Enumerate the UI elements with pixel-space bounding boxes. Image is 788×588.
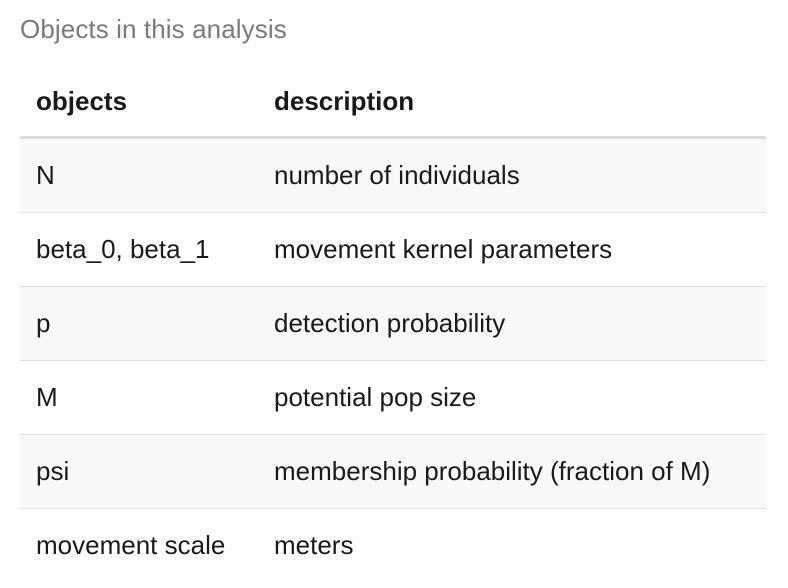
table-header: objects description <box>20 66 766 139</box>
table-row: p detection probability <box>20 286 766 361</box>
table-body: N number of individuals beta_0, beta_1 m… <box>20 137 766 583</box>
table-row: N number of individuals <box>20 137 766 213</box>
description-cell: detection probability <box>258 286 766 361</box>
table-row: psi membership probability (fraction of … <box>20 434 766 509</box>
table-row: beta_0, beta_1 movement kernel parameter… <box>20 212 766 287</box>
object-cell: M <box>20 360 258 435</box>
description-cell: meters <box>274 530 354 560</box>
table-caption: Objects in this analysis <box>20 14 287 44</box>
description-cell: potential pop size <box>258 360 766 435</box>
header-row: objects description <box>20 66 766 139</box>
object-cell: p <box>20 286 258 361</box>
table-row: M potential pop size <box>20 360 766 435</box>
object-cell: N <box>20 137 258 213</box>
column-header-description: description <box>258 66 766 139</box>
column-header-objects: objects <box>20 66 258 139</box>
description-cell: movement kernel parameters <box>258 212 766 287</box>
object-cell: beta_0, beta_1 <box>20 212 258 287</box>
objects-table: objects description N number of individu… <box>20 66 766 582</box>
object-cell: psi <box>20 434 258 509</box>
description-cell: number of individuals <box>258 137 766 213</box>
table-row: movement scale meters <box>20 509 766 583</box>
object-cell: movement scale <box>36 530 226 560</box>
description-cell: membership probability (fraction of M) <box>258 434 766 509</box>
